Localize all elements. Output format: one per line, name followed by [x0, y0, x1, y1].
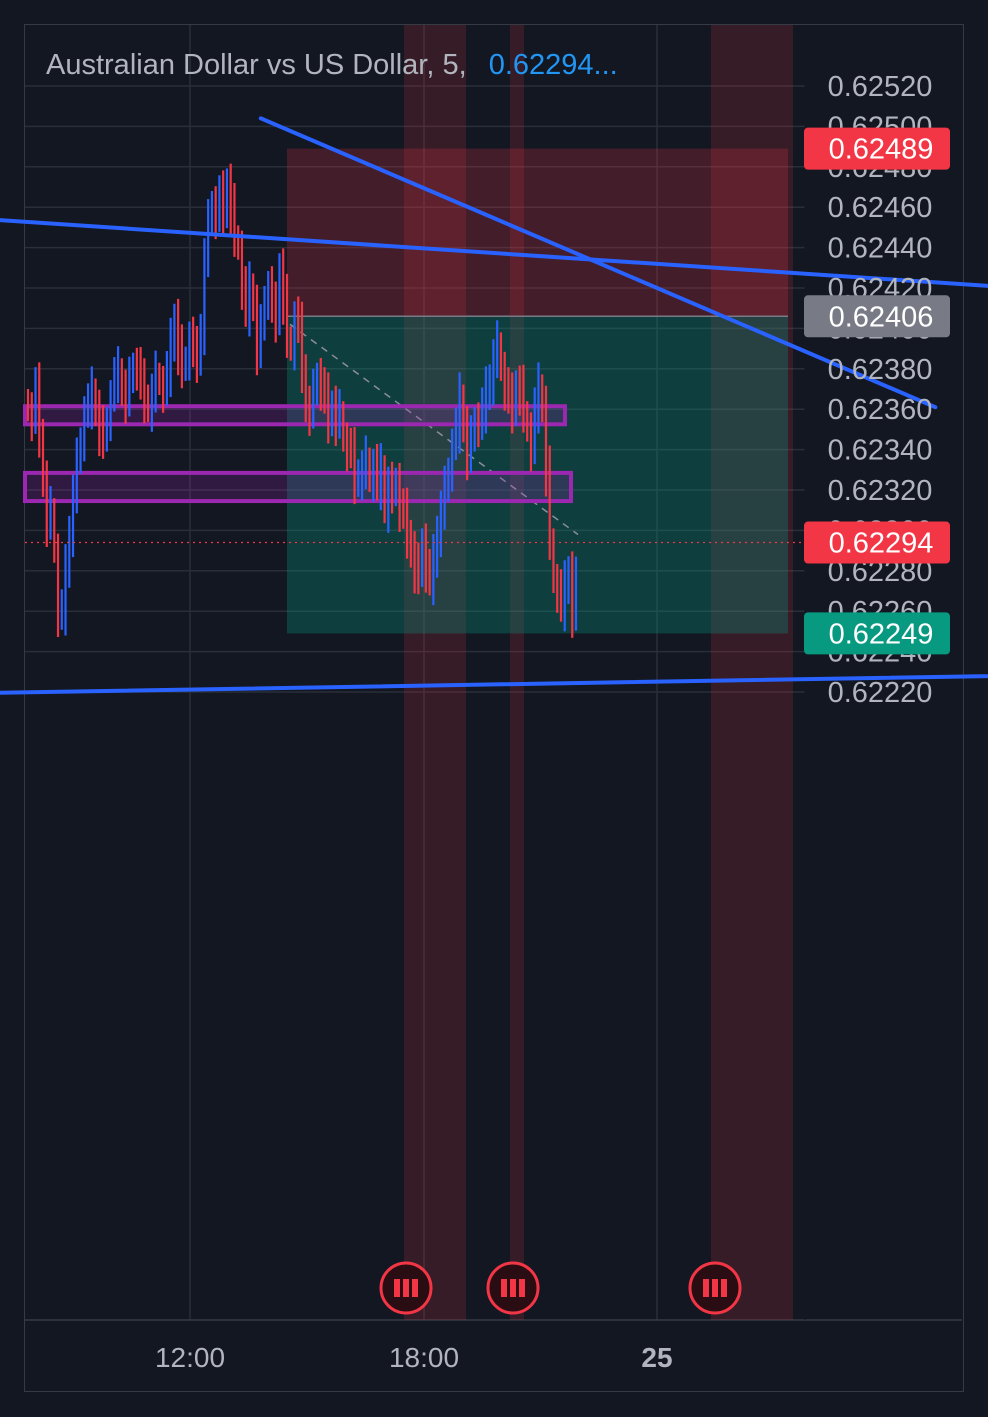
- stop-loss-zone: [287, 148, 788, 317]
- event-icon-bar: [712, 1279, 718, 1297]
- event-icon-bar: [703, 1279, 709, 1297]
- entry-price-label: 0.62406: [829, 301, 934, 333]
- take-profit-price-label-bg: [804, 612, 950, 655]
- price-tick-label: 0.62360: [828, 394, 933, 426]
- current-price-label: 0.62294: [829, 528, 934, 560]
- price-tick-label: 0.62220: [828, 677, 933, 709]
- support-zone-rect[interactable]: [23, 404, 567, 427]
- price-tick-label: 0.62520: [828, 71, 933, 103]
- time-axis[interactable]: 12:00 18:00 25: [155, 1342, 673, 1373]
- support-zones[interactable]: [23, 404, 573, 504]
- event-icons[interactable]: [379, 1261, 742, 1315]
- take-profit-price-label: 0.62249: [829, 618, 934, 650]
- event-icon-bar: [721, 1279, 727, 1297]
- symbol-title: Australian Dollar vs US Dollar, 5,: [46, 49, 467, 81]
- entry-price-label-bg: [804, 295, 950, 338]
- event-icon-bar: [501, 1279, 507, 1297]
- session-highlights: [404, 25, 793, 1320]
- price-tick-label: 0.62380: [828, 354, 933, 386]
- event-icon-bar: [510, 1279, 516, 1297]
- session-band: [711, 25, 793, 1320]
- event-icon-bar: [412, 1279, 418, 1297]
- session-band: [404, 25, 466, 1320]
- support-zone-rect[interactable]: [23, 470, 573, 504]
- header-last-price: 0.62294...: [489, 49, 618, 81]
- price-tick-label: 0.62340: [828, 435, 933, 467]
- time-tick-label: 25: [641, 1342, 672, 1373]
- event-icon-bar: [403, 1279, 409, 1297]
- stop-loss-price-label: 0.62489: [829, 134, 934, 166]
- time-tick-label: 18:00: [389, 1342, 459, 1373]
- trendlines[interactable]: [0, 116, 988, 696]
- event-icon-bar: [519, 1279, 525, 1297]
- price-tick-label: 0.62440: [828, 233, 933, 265]
- time-tick-label: 12:00: [155, 1342, 225, 1373]
- economic-event-icon[interactable]: [688, 1261, 742, 1315]
- price-tick-label: 0.62320: [828, 475, 933, 507]
- economic-event-icon[interactable]: [486, 1261, 540, 1315]
- trendline[interactable]: [258, 116, 938, 410]
- current-price-label-bg: [804, 521, 950, 564]
- session-band: [510, 25, 524, 1320]
- trendline[interactable]: [0, 207, 988, 359]
- chart-header: Australian Dollar vs US Dollar, 5, 0.622…: [46, 49, 618, 81]
- event-icon-bar: [394, 1279, 400, 1297]
- trendline[interactable]: [0, 658, 988, 696]
- price-tick-label: 0.62460: [828, 192, 933, 224]
- price-labels: 0.62489 0.62406 0.62294 0.62249: [25, 127, 950, 655]
- stop-loss-price-label-bg: [804, 127, 950, 170]
- candles: [26, 163, 578, 638]
- economic-event-icon[interactable]: [379, 1261, 433, 1315]
